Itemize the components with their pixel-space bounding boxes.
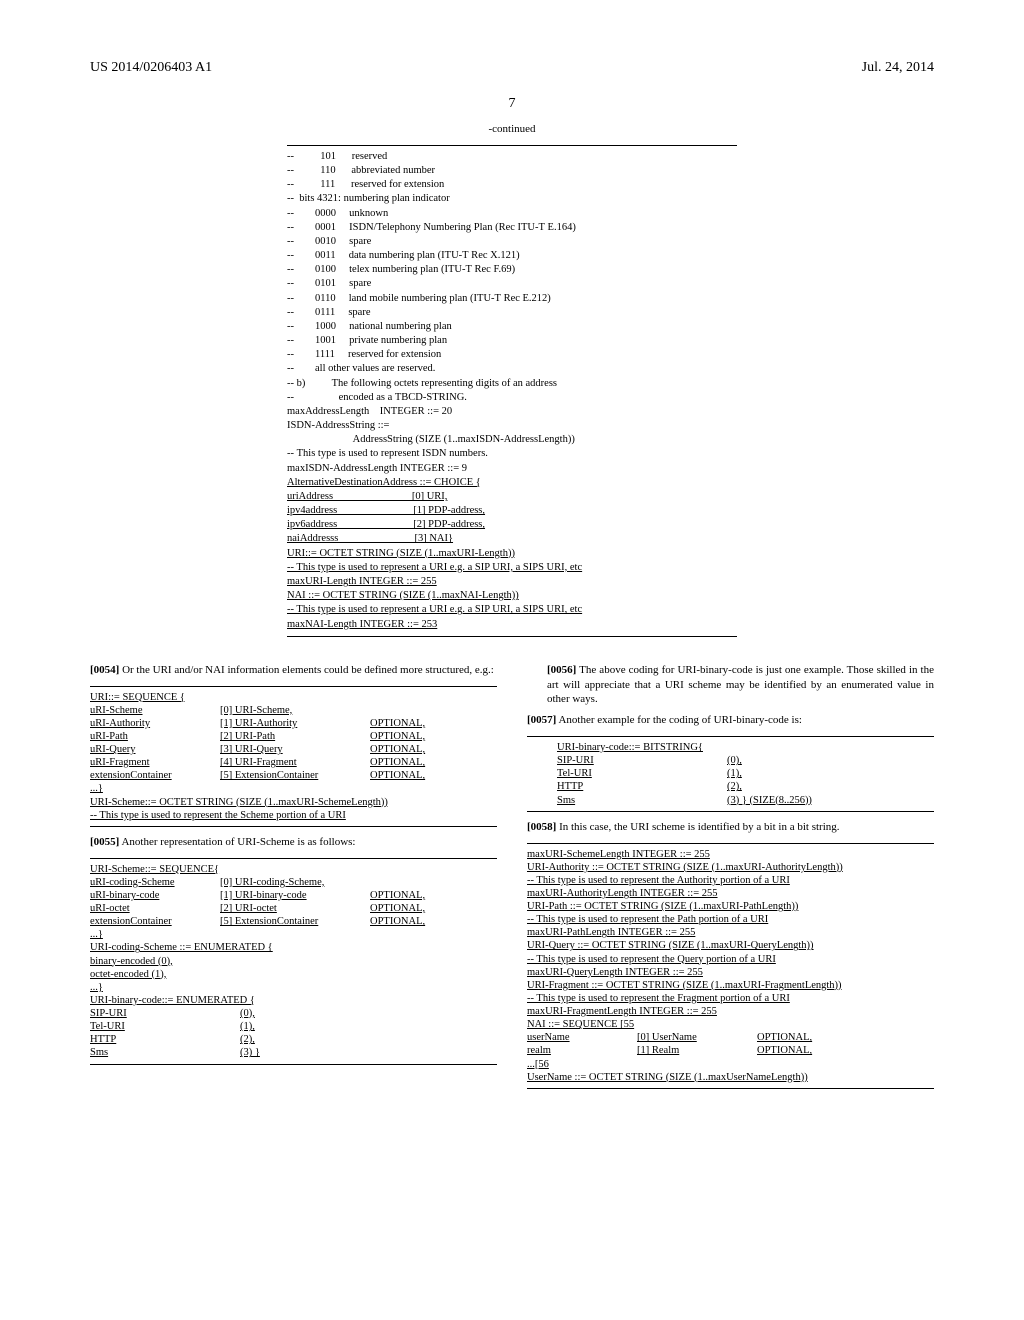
- para-num: [0055]: [90, 836, 119, 848]
- para-text: The above coding for URI-binary-code is …: [547, 664, 934, 706]
- right-column: [0056] The above coding for URI-binary-c…: [527, 657, 934, 1097]
- code-block-1: -- 101 reserved-- 110 abbreviated number…: [287, 145, 737, 637]
- left-column: [0054] Or the URI and/or NAI information…: [90, 657, 497, 1097]
- patent-page: US 2014/0206403 A1 Jul. 24, 2014 7 -cont…: [0, 0, 1024, 1320]
- paragraph-57: [0057] Another example for the coding of…: [527, 713, 934, 728]
- page-header: US 2014/0206403 A1 Jul. 24, 2014: [90, 60, 934, 76]
- code-block-5: maxURI-SchemeLength INTEGER ::= 255URI-A…: [527, 843, 934, 1089]
- para-text: Another example for the coding of URI-bi…: [558, 714, 801, 726]
- para-num: [0057]: [527, 714, 556, 726]
- code-block-4: URI-binary-code::= BITSTRING{SIP-URI(0),…: [527, 736, 934, 812]
- two-column-layout: [0054] Or the URI and/or NAI information…: [90, 657, 934, 1097]
- publication-date: Jul. 24, 2014: [862, 60, 934, 76]
- para-text: Another representation of URI-Scheme is …: [121, 836, 355, 848]
- paragraph-54: [0054] Or the URI and/or NAI information…: [90, 663, 497, 678]
- continued-label: -continued: [287, 122, 737, 137]
- paragraph-55: [0055] Another representation of URI-Sch…: [90, 835, 497, 850]
- para-text: Or the URI and/or NAI information elemen…: [122, 664, 494, 676]
- code-block-2: URI::= SEQUENCE {uRI-Scheme[0] URI-Schem…: [90, 686, 497, 827]
- para-num: [0056]: [547, 664, 576, 676]
- para-num: [0054]: [90, 664, 119, 676]
- paragraph-58: [0058] In this case, the URI scheme is i…: [527, 820, 934, 835]
- page-number: 7: [90, 96, 934, 112]
- paragraph-56: [0056] The above coding for URI-binary-c…: [527, 663, 934, 708]
- code-block-3: URI-Scheme::= SEQUENCE{uRI-coding-Scheme…: [90, 858, 497, 1065]
- para-num: [0058]: [527, 821, 556, 833]
- continued-section: -continued -- 101 reserved-- 110 abbrevi…: [287, 122, 737, 637]
- publication-number: US 2014/0206403 A1: [90, 60, 212, 76]
- para-text: In this case, the URI scheme is identifi…: [559, 821, 839, 833]
